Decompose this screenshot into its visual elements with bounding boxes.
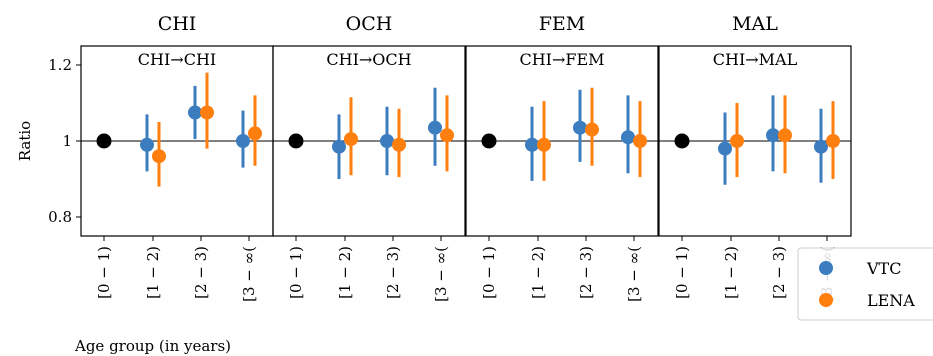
data-point [200, 105, 214, 120]
x-tick-label: [1 − 2) [529, 246, 547, 299]
y-axis-ticks: 0.8 1 1.2 [48, 56, 81, 226]
panel-subtitle: CHI→CHI [138, 50, 216, 69]
series-lena [730, 95, 840, 179]
y-tick-label: 1 [62, 132, 72, 150]
data-point [826, 134, 840, 148]
series-vtc [332, 87, 442, 179]
data-point [814, 139, 828, 154]
series-lena [152, 72, 262, 187]
panel-frame [272, 45, 466, 237]
x-tick-label: [3 − ∞( [432, 246, 450, 302]
data-point [332, 139, 346, 154]
panel-subtitle-background [323, 49, 415, 70]
x-tick-label: [2 − 3) [384, 246, 402, 299]
x-axis-label: Age group (in years) [74, 337, 231, 355]
panel-subtitle-background [709, 49, 801, 70]
series-vtc [140, 85, 250, 172]
data-point [380, 134, 394, 148]
y-tick-label: 1.2 [48, 56, 72, 74]
baseline-point [288, 133, 304, 149]
data-point [428, 120, 442, 135]
data-point [525, 137, 539, 152]
legend-label: LENA [867, 291, 915, 310]
data-point [585, 122, 599, 137]
x-tick-label: [1 − 2) [336, 246, 354, 299]
legend-marker [819, 293, 833, 307]
series-vtc [718, 95, 828, 185]
x-tick-label: [0 − 1) [95, 246, 113, 299]
series-vtc [525, 89, 635, 181]
data-point [621, 130, 635, 145]
panel-fem: FEM CHI→FEM [0 − 1) [1 − 2) [2 − 3) [3 − ∞( [465, 13, 659, 302]
panel-title: CHI [158, 13, 197, 35]
panel-title: FEM [539, 13, 586, 35]
baseline-point [481, 133, 497, 149]
data-point [633, 134, 647, 148]
baseline-point [674, 133, 690, 149]
y-axis: Ratio [16, 121, 34, 161]
panel-subtitle-background [516, 49, 608, 70]
panel-frame [658, 45, 852, 237]
data-point [392, 137, 406, 152]
data-point [188, 105, 202, 120]
data-point [573, 120, 587, 135]
data-point [718, 141, 732, 156]
data-point [537, 137, 551, 152]
x-tick-label: [1 − 2) [722, 246, 740, 299]
y-tick-label: 0.8 [48, 208, 72, 226]
panel-frame [465, 45, 659, 237]
data-point [730, 134, 744, 148]
x-tick-label: [0 − 1) [673, 246, 691, 299]
data-point [440, 128, 454, 143]
panel-subtitle: CHI→OCH [326, 50, 411, 69]
panel-chi: CHI CHI→CHI [0 − 1) [1 − 2) [2 − 3) [3 − ∞( [80, 13, 274, 302]
panel-subtitle-background [134, 49, 220, 70]
data-point [344, 132, 358, 147]
panel-title: OCH [346, 13, 393, 35]
legend: VTC LENA [797, 247, 933, 321]
x-tick-label: [3 − ∞( [625, 246, 643, 302]
data-point [766, 128, 780, 143]
series-lena [537, 87, 647, 181]
data-point [778, 128, 792, 143]
x-tick-label: [2 − 3) [577, 246, 595, 299]
x-tick-label: [2 − 3) [770, 246, 788, 299]
data-point [248, 126, 262, 141]
panel-subtitle: CHI→FEM [519, 50, 604, 69]
legend-marker [819, 261, 833, 275]
x-tick-label: [0 − 1) [287, 246, 305, 299]
panel-title: MAL [732, 13, 778, 35]
x-tick-label: [2 − 3) [192, 246, 210, 299]
x-tick-label: [1 − 2) [144, 246, 162, 299]
data-point [152, 149, 166, 164]
series-lena [344, 95, 454, 178]
y-axis-label: Ratio [16, 121, 34, 161]
data-point [236, 134, 250, 148]
x-tick-label: [3 − ∞( [240, 246, 258, 302]
baseline-point [96, 133, 112, 149]
data-point [140, 137, 154, 152]
panel-och: OCH CHI→OCH [0 − 1) [1 − 2) [2 − 3) [3 − ∞( [272, 13, 466, 302]
panel-subtitle: CHI→MAL [713, 50, 798, 69]
legend-label: VTC [866, 259, 901, 278]
x-tick-label: [0 − 1) [480, 246, 498, 299]
